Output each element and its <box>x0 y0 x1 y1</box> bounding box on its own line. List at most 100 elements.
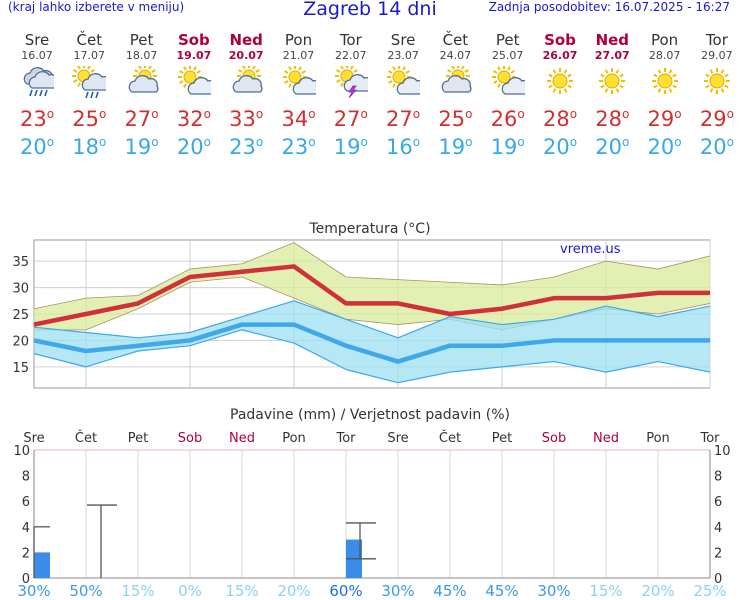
day-name: Sob <box>544 31 576 49</box>
y-tick-label: 15 <box>12 361 29 376</box>
precipitation-probability: 50% <box>69 582 102 600</box>
precipitation-probability: 30% <box>537 582 570 600</box>
forecast-day: Sob 26.07 28o 20o <box>534 31 586 160</box>
x-tick-label: Pon <box>646 431 670 446</box>
page-title: Zagreb 14 dni <box>303 0 437 20</box>
day-date: 19.07 <box>176 49 212 62</box>
day-date: 28.07 <box>648 49 681 62</box>
min-range-lower-edge <box>33 329 711 384</box>
forecast-day: Ned 20.07 33o 23o <box>220 32 272 160</box>
day-date: 25.07 <box>491 49 524 62</box>
partly-cloudy-icon <box>128 66 159 93</box>
menu-hint[interactable]: (kraj lahko izberete v meniju) <box>8 0 185 14</box>
thunderstorm-icon <box>334 66 368 98</box>
last-updated: Zadnja posodobitev: 16.07.2025 - 16:27 <box>488 0 730 14</box>
day-date: 23.07 <box>387 49 419 62</box>
precipitation-probability: 60% <box>329 582 362 600</box>
min-temperature: 20o <box>595 135 630 159</box>
day-date: 16.07 <box>21 49 53 62</box>
min-temperature: 20o <box>19 135 55 159</box>
y-tick-label-right: 0 <box>714 572 722 587</box>
precipitation-probability: 15% <box>589 582 622 600</box>
day-date: 17.07 <box>73 49 106 62</box>
x-tick-label: Ned <box>593 431 619 446</box>
forecast-day: Sre 16.07 23o 20o <box>11 31 63 160</box>
precipitation-probability: 20% <box>277 582 310 600</box>
max-range-upper-edge <box>33 242 711 310</box>
partly-cloudy-icon <box>232 66 263 93</box>
x-tick-label: Pet <box>492 431 512 446</box>
min-temperature: 23o <box>281 135 316 159</box>
y-tick-label-right: 6 <box>714 495 722 510</box>
y-tick-label-left: 2 <box>22 546 30 561</box>
max-temperature: 29o <box>647 107 682 131</box>
day-name: Sre <box>390 31 416 49</box>
x-tick-label: Sob <box>542 431 566 446</box>
day-date: 20.07 <box>228 49 264 62</box>
forecast-day: Pon 21.07 34o 23o <box>273 32 325 160</box>
sun-icon <box>547 68 573 94</box>
day-name: Pet <box>129 31 154 49</box>
precipitation-probability: 45% <box>485 582 518 600</box>
max-temperature: 28o <box>542 107 578 131</box>
max-temperature: 25o <box>438 107 473 131</box>
max-temperature: 25o <box>72 107 107 131</box>
min-temperature-line <box>33 322 710 364</box>
sun-cloud-icon <box>387 66 421 95</box>
precipitation-probability: 15% <box>121 582 154 600</box>
max-temperature: 27o <box>124 107 159 131</box>
precipitation-probability: 30% <box>17 582 50 600</box>
y-tick-label-left: 10 <box>13 444 30 459</box>
x-tick-label: Sre <box>387 431 408 446</box>
day-name: Čet <box>442 31 469 49</box>
forecast-day: Sob 19.07 32o 20o <box>168 32 220 160</box>
min-temperature: 20o <box>647 135 682 159</box>
max-temperature: 27o <box>333 107 368 131</box>
max-temperature: 29o <box>699 107 734 131</box>
min-temperature-range-band <box>34 300 710 383</box>
min-temperature: 19o <box>333 135 368 159</box>
precipitation-chart-title: Padavine (mm) / Verjetnost padavin (%) <box>230 407 510 423</box>
x-tick-label: Sob <box>178 431 202 446</box>
temperature-chart: Temperatura (°C) 15 20 25 30 35 vreme.us <box>12 221 711 389</box>
y-tick-label-left: 4 <box>22 521 30 536</box>
y-tick-label: 25 <box>12 308 29 323</box>
day-name: Sre <box>24 31 50 49</box>
day-date: 27.07 <box>594 49 630 62</box>
day-date: 24.07 <box>439 49 472 62</box>
sun-cloud-icon <box>491 66 525 95</box>
day-name: Tor <box>705 31 728 49</box>
max-temperature: 26o <box>490 107 525 131</box>
day-name: Pet <box>495 31 520 49</box>
sun-icon <box>599 68 626 94</box>
x-tick-label: Pet <box>128 431 148 446</box>
min-temperature: 20o <box>542 135 578 159</box>
y-tick-label-left: 8 <box>22 470 30 485</box>
temperature-chart-title: Temperatura (°C) <box>308 221 430 237</box>
max-temperature: 34o <box>281 107 316 131</box>
forecast-day: Sre 23.07 27o 16o <box>377 31 429 160</box>
forecast-day: Tor 22.07 27o 19o <box>325 31 377 160</box>
min-temperature: 23o <box>229 135 264 159</box>
day-date: 21.07 <box>282 49 315 62</box>
y-tick-label-right: 2 <box>714 546 722 561</box>
precipitation-probability: 45% <box>433 582 466 600</box>
day-name: Tor <box>339 31 362 49</box>
min-temperature: 20o <box>699 135 734 159</box>
forecast-day: Čet 24.07 25o 19o <box>429 31 481 160</box>
forecast-day: Čet 17.07 25o 18o <box>63 31 115 160</box>
precipitation-probability: 15% <box>225 582 258 600</box>
x-tick-label: Sre <box>23 431 44 446</box>
precipitation-bar <box>34 552 50 578</box>
partly-cloudy-icon <box>442 66 472 93</box>
min-temperature: 19o <box>438 135 473 159</box>
x-tick-label: Pon <box>282 431 306 446</box>
min-range-upper-edge <box>33 300 711 339</box>
day-name: Pon <box>650 31 679 49</box>
day-name: Čet <box>76 31 103 49</box>
day-date: 26.07 <box>542 49 578 62</box>
forecast-day: Pet 18.07 27o 19o <box>116 31 168 160</box>
sun-cloud-icon <box>177 66 211 95</box>
y-tick-label-right: 10 <box>714 444 731 459</box>
y-tick-label: 35 <box>12 255 29 270</box>
